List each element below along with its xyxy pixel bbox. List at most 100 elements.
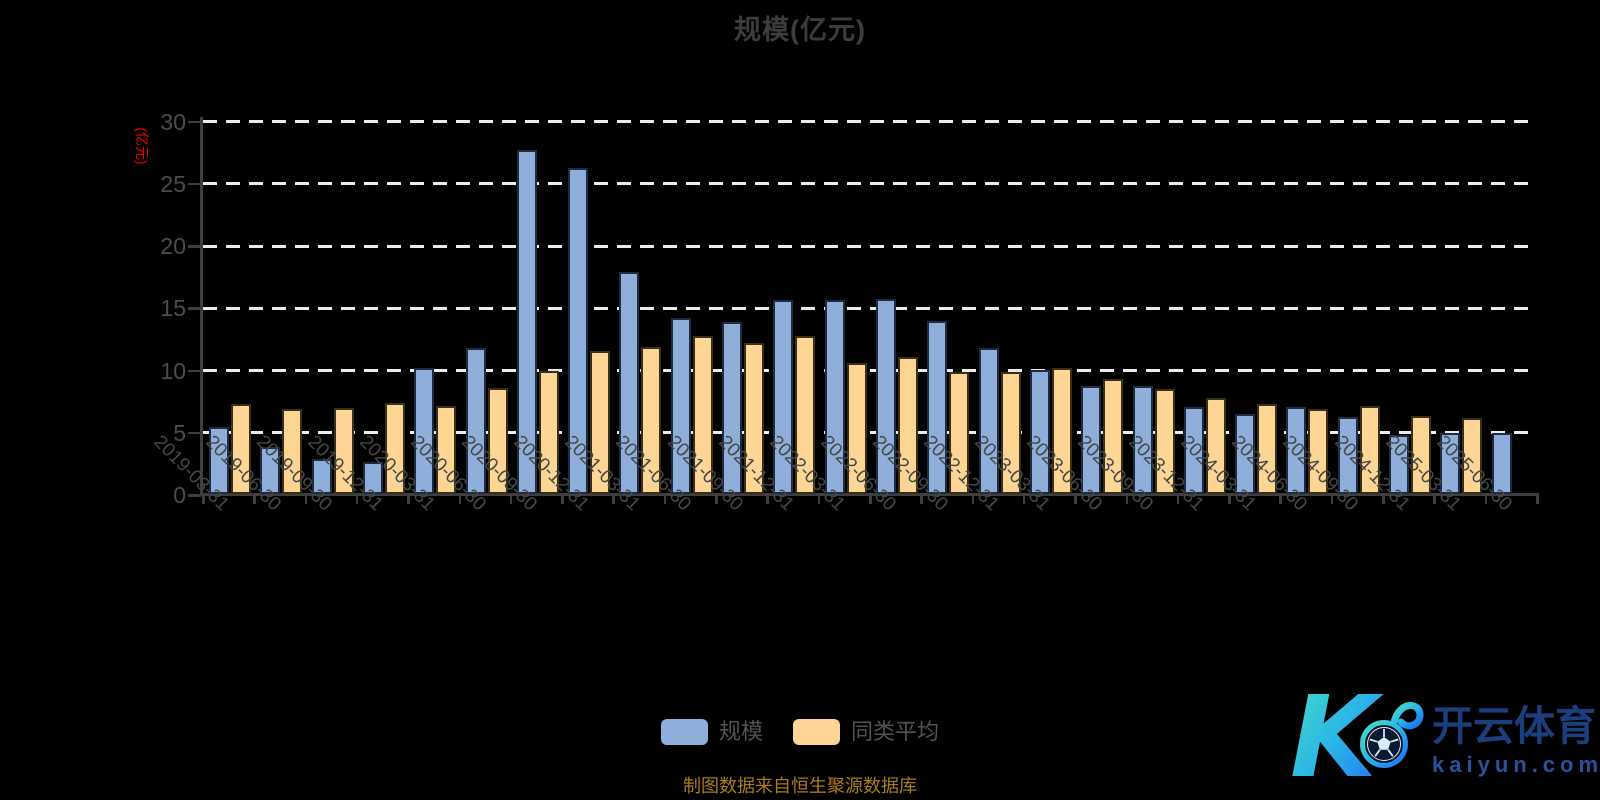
y-axis-tick <box>188 494 201 497</box>
legend-label-average: 同类平均 <box>851 719 940 744</box>
y-axis-label: 0 <box>173 482 186 508</box>
chart-title: 规模(亿元) <box>734 15 866 45</box>
y-axis-label: 5 <box>173 419 186 446</box>
bar-scale-2019-03-31[interactable] <box>209 426 229 494</box>
bar-average-2020-06-30[interactable] <box>487 388 508 494</box>
bar-average-2022-09-30[interactable] <box>949 371 970 494</box>
bar-average-2024-09-30[interactable] <box>1359 405 1380 494</box>
bar-scale-2024-12-31[interactable] <box>1389 435 1410 494</box>
y-axis-label: 20 <box>160 233 186 259</box>
bar-average-2024-03-31[interactable] <box>1257 404 1278 494</box>
bar-scale-2019-06-30[interactable] <box>260 446 281 494</box>
x-axis-tick <box>1382 493 1385 504</box>
bar-scale-2021-03-31[interactable] <box>619 272 640 494</box>
bar-average-2020-12-31[interactable] <box>590 350 611 494</box>
x-axis-tick <box>1433 493 1436 504</box>
x-axis-tick <box>869 493 872 504</box>
y-axis-label: 10 <box>160 357 186 384</box>
bar-scale-2025-06-30[interactable] <box>1491 432 1512 494</box>
x-axis-tick <box>817 493 821 504</box>
bar-scale-2023-12-31[interactable] <box>1183 406 1204 494</box>
x-axis-tick <box>1074 493 1077 504</box>
bar-average-2022-12-31[interactable] <box>1000 371 1021 494</box>
legend-item-scale[interactable]: 规模 <box>660 719 763 745</box>
bar-average-2025-03-31[interactable] <box>1462 418 1483 494</box>
bar-average-2021-06-30[interactable] <box>692 335 713 494</box>
bar-average-2019-03-31[interactable] <box>231 404 251 494</box>
y-axis-label: 15 <box>160 295 186 322</box>
bar-average-2023-03-31[interactable] <box>1051 368 1072 494</box>
bar-average-2019-09-30[interactable] <box>333 408 354 494</box>
y-axis-tick <box>188 245 201 248</box>
bar-scale-2019-09-30[interactable] <box>311 459 332 494</box>
bar-scale-2020-06-30[interactable] <box>465 348 486 494</box>
bar-scale-2025-03-31[interactable] <box>1440 432 1461 494</box>
x-axis-tick <box>1536 493 1539 504</box>
kaiyun-logo[interactable]: K 开云体育 kaiyun.com <box>1288 672 1600 798</box>
bar-average-2023-06-30[interactable] <box>1103 379 1124 494</box>
y-axis-tick <box>188 182 201 186</box>
bar-scale-2021-06-30[interactable] <box>670 318 691 494</box>
bar-average-2024-12-31[interactable] <box>1411 415 1432 494</box>
legend: 规模 同类平均 <box>0 719 1600 745</box>
bar-average-2019-12-31[interactable] <box>384 403 405 494</box>
x-axis-tick <box>1484 493 1488 504</box>
kaiyun-logo-brand-text: 开云体育 <box>1432 703 1596 749</box>
kaiyun-logo-domain-text: kaiyun.com <box>1432 752 1600 777</box>
bar-average-2023-12-31[interactable] <box>1205 398 1226 494</box>
bar-scale-2022-12-31[interactable] <box>978 348 999 494</box>
y-axis-label: 30 <box>160 108 186 135</box>
x-axis-tick <box>1125 493 1129 504</box>
x-axis-tick <box>971 493 975 504</box>
x-axis-tick <box>766 493 769 504</box>
bar-scale-2022-06-30[interactable] <box>876 298 896 494</box>
bar-scale-2024-06-30[interactable] <box>1286 406 1307 494</box>
bar-scale-2023-06-30[interactable] <box>1081 385 1102 494</box>
bar-scale-2020-12-31[interactable] <box>568 167 589 494</box>
x-axis-tick <box>1022 493 1026 504</box>
bar-average-2020-09-30[interactable] <box>538 370 559 494</box>
x-axis-tick <box>612 493 615 504</box>
bar-scale-2022-03-31[interactable] <box>824 299 845 494</box>
bar-average-2020-03-31[interactable] <box>436 405 457 494</box>
y-axis-tick <box>188 120 201 123</box>
bar-scale-2022-09-30[interactable] <box>927 320 948 494</box>
legend-swatch-scale <box>660 719 708 745</box>
bar-average-2024-06-30[interactable] <box>1308 409 1329 494</box>
y-axis-label: 25 <box>160 170 186 197</box>
gridline-y-5 <box>203 431 1535 435</box>
bar-scale-2023-03-31[interactable] <box>1029 369 1050 494</box>
legend-swatch-average <box>793 719 840 745</box>
bar-scale-2024-03-31[interactable] <box>1235 414 1256 494</box>
gridline-y-25 <box>203 182 1535 186</box>
legend-item-average[interactable]: 同类平均 <box>793 719 939 745</box>
bar-average-2019-06-30[interactable] <box>282 409 303 494</box>
bar-average-2021-03-31[interactable] <box>641 347 662 494</box>
gridline-y-15 <box>203 306 1535 310</box>
x-axis-tick <box>715 493 718 504</box>
legend-label-scale: 规模 <box>718 719 763 744</box>
bar-scale-2021-09-30[interactable] <box>722 322 743 494</box>
x-axis-tick <box>663 493 667 504</box>
x-axis-tick <box>509 493 513 504</box>
kaiyun-logo-swirl <box>1390 702 1424 730</box>
bar-average-2021-12-31[interactable] <box>795 335 816 494</box>
x-axis-tick <box>304 493 308 504</box>
bar-average-2021-09-30[interactable] <box>744 343 765 494</box>
bar-scale-2020-09-30[interactable] <box>516 150 537 494</box>
x-axis-tick <box>1330 493 1334 504</box>
bar-scale-2020-03-31[interactable] <box>414 368 435 494</box>
bar-scale-2024-09-30[interactable] <box>1337 416 1358 494</box>
y-axis-tick <box>188 307 201 310</box>
bar-average-2022-06-30[interactable] <box>898 357 918 494</box>
bar-scale-2021-12-31[interactable] <box>773 299 794 494</box>
gridline-y-10 <box>203 369 1535 372</box>
bar-average-2023-09-30[interactable] <box>1154 389 1175 494</box>
gridline-y-30 <box>203 120 1535 123</box>
x-axis-tick <box>253 493 256 504</box>
x-axis-tick <box>355 493 359 504</box>
bar-average-2022-03-31[interactable] <box>846 363 867 494</box>
bar-scale-2019-12-31[interactable] <box>362 461 383 494</box>
bar-scale-2023-09-30[interactable] <box>1132 385 1153 494</box>
